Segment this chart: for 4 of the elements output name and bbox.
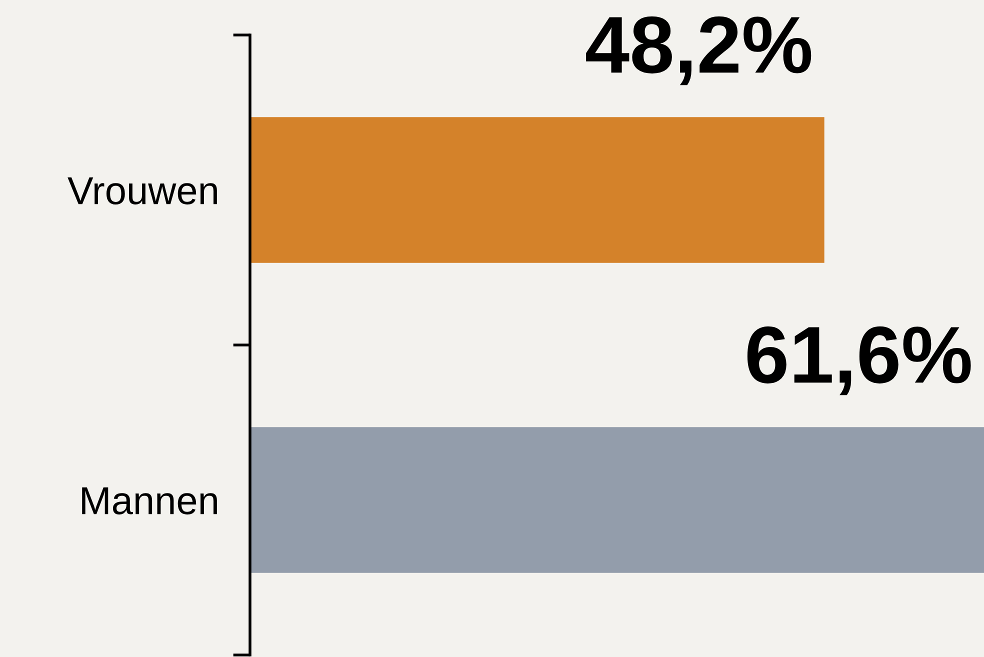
y-tick-label: Mannen	[82, 487, 217, 514]
data-label: 48,2%	[586, 16, 812, 86]
data-label: 61,6%	[747, 326, 971, 396]
y-tick-label: Vrouwen	[68, 177, 217, 204]
